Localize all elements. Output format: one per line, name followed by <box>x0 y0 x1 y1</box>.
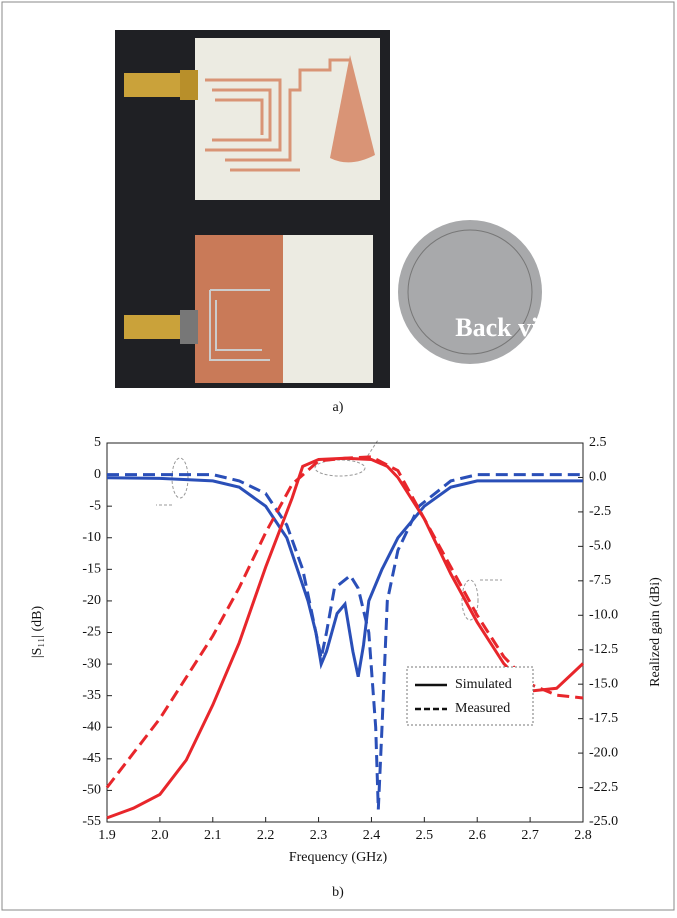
series-line <box>107 475 583 810</box>
series-line <box>107 458 583 818</box>
x-tick-label: 2.7 <box>521 828 539 843</box>
y-tick-label: -35 <box>82 688 101 703</box>
x-tick-label: 2.0 <box>151 828 169 843</box>
caption-b: b) <box>332 885 344 900</box>
x-tick-label: 2.6 <box>468 828 486 843</box>
y-tick-label: -5 <box>89 498 101 513</box>
x-tick-label: 2.2 <box>257 828 275 843</box>
x-tick-label: 2.5 <box>416 828 434 843</box>
series-line <box>107 478 583 677</box>
legend-label: Simulated <box>455 677 512 692</box>
series-line <box>107 457 583 788</box>
y-tick-label: 0 <box>94 467 101 482</box>
y2-tick-label: -12.5 <box>589 642 618 657</box>
y2-tick-label: -25.0 <box>589 814 618 829</box>
legend-box <box>407 667 533 725</box>
y2-tick-label: 2.5 <box>589 435 607 450</box>
x-tick-label: 2.3 <box>310 828 328 843</box>
front-label: Front view <box>452 86 572 115</box>
photo: Front view Back view <box>115 30 572 388</box>
y-tick-label: -45 <box>82 751 101 766</box>
figure: Front view Back view a) b) Frequency (GH… <box>0 0 677 913</box>
x-tick-label: 2.8 <box>574 828 592 843</box>
caption-a: a) <box>333 400 344 415</box>
x-tick-label: 2.4 <box>363 828 381 843</box>
x-tick-label: 1.9 <box>98 828 116 843</box>
y2-axis-label: Realized gain (dBi) <box>648 577 663 687</box>
y-tick-label: -40 <box>82 719 101 734</box>
y2-tick-label: -5.0 <box>589 539 611 554</box>
legend-label: Measured <box>455 701 510 716</box>
back-label: Back view <box>455 313 569 342</box>
y2-tick-label: -2.5 <box>589 504 611 519</box>
y2-tick-label: -22.5 <box>589 780 618 795</box>
y-tick-label: -30 <box>82 656 101 671</box>
y2-tick-label: -15.0 <box>589 676 618 691</box>
y-tick-label: 5 <box>94 435 101 450</box>
y2-tick-label: -17.5 <box>589 711 618 726</box>
y2-tick-label: -7.5 <box>589 573 611 588</box>
page: Front view Back view a) b) Frequency (GH… <box>0 0 677 918</box>
y2-tick-label: -10.0 <box>589 607 618 622</box>
y2-tick-label: -20.0 <box>589 745 618 760</box>
x-tick-label: 2.1 <box>204 828 222 843</box>
y-tick-label: -50 <box>82 783 101 798</box>
y-tick-label: -10 <box>82 530 101 545</box>
y-tick-label: -25 <box>82 625 101 640</box>
y-tick-label: -55 <box>82 814 101 829</box>
y-tick-label: -15 <box>82 562 101 577</box>
y-axis-label: |S₁₁| (dB) <box>30 606 45 659</box>
plot-frame <box>107 443 583 822</box>
y-tick-label: -20 <box>82 593 101 608</box>
x-axis-label: Frequency (GHz) <box>289 850 388 865</box>
y2-tick-label: 0.0 <box>589 470 607 485</box>
annotations <box>156 440 502 620</box>
